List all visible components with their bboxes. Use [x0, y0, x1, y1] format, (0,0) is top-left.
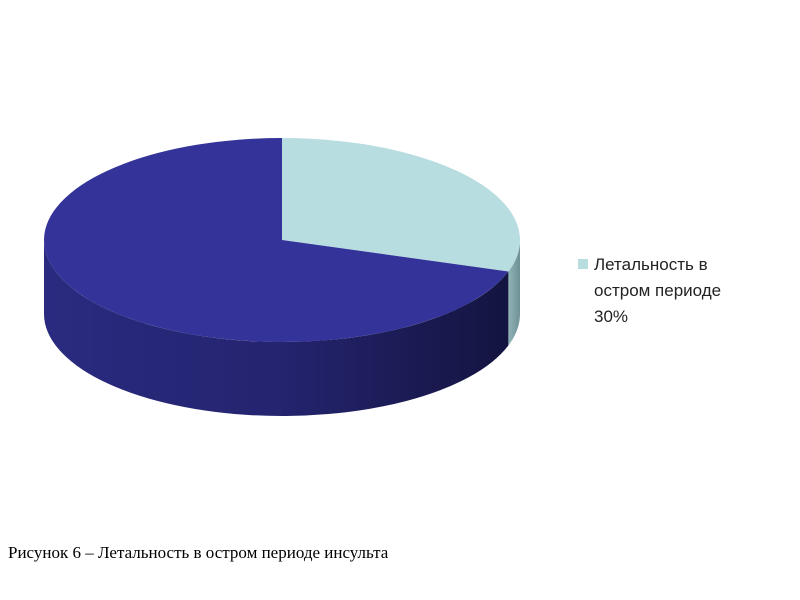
slice-side: [508, 240, 520, 346]
slice-side: [44, 240, 509, 417]
legend-swatch: [578, 259, 588, 269]
caption: Рисунок 6 – Летальность в остром периоде…: [8, 543, 389, 562]
slice: [43, 138, 509, 342]
pie: [43, 138, 520, 417]
slice: [282, 138, 520, 272]
legend-label: Летальность в остром периоде 30%: [594, 255, 721, 326]
legend: Летальность в остром периоде 30%: [578, 255, 721, 326]
